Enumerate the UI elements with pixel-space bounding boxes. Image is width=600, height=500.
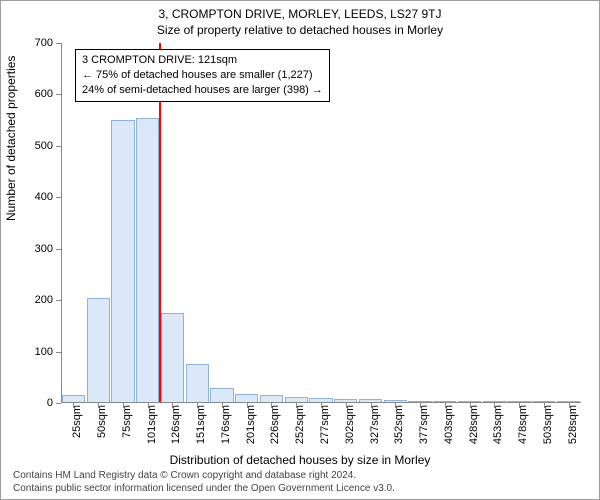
x-tick-label: 478sqm bbox=[517, 405, 529, 444]
y-tick-label: 700 bbox=[35, 37, 61, 49]
footer-line-2: Contains public sector information licen… bbox=[13, 483, 395, 496]
histogram-bar bbox=[161, 313, 184, 403]
y-tick-label: 400 bbox=[35, 191, 61, 203]
x-tick-label: 126sqm bbox=[170, 405, 182, 444]
x-tick-label: 75sqm bbox=[121, 405, 133, 438]
histogram-bar bbox=[111, 120, 134, 403]
x-axis-line bbox=[61, 402, 581, 403]
histogram-bar bbox=[186, 364, 209, 403]
x-tick-label: 352sqm bbox=[393, 405, 405, 444]
footer-line-1: Contains HM Land Registry data © Crown c… bbox=[13, 470, 395, 483]
x-tick-label: 226sqm bbox=[269, 405, 281, 444]
histogram-bar bbox=[87, 298, 110, 403]
info-box: 3 CROMPTON DRIVE: 121sqm ← 75% of detach… bbox=[75, 49, 330, 102]
x-tick-label: 151sqm bbox=[195, 405, 207, 444]
y-tick-label: 600 bbox=[35, 88, 61, 100]
x-tick-label: 327sqm bbox=[369, 405, 381, 444]
y-tick-label: 200 bbox=[35, 294, 61, 306]
x-tick-label: 176sqm bbox=[220, 405, 232, 444]
x-tick-label: 503sqm bbox=[542, 405, 554, 444]
histogram-bar bbox=[136, 118, 159, 403]
x-tick-label: 101sqm bbox=[146, 405, 158, 444]
x-tick-label: 428sqm bbox=[468, 405, 480, 444]
y-tick-label: 100 bbox=[35, 346, 61, 358]
y-tick-label: 0 bbox=[47, 397, 61, 409]
y-tick-label: 300 bbox=[35, 243, 61, 255]
x-tick-label: 25sqm bbox=[71, 405, 83, 438]
info-line-1: 3 CROMPTON DRIVE: 121sqm bbox=[82, 53, 323, 68]
x-tick-label: 302sqm bbox=[344, 405, 356, 444]
chart-title: 3, CROMPTON DRIVE, MORLEY, LEEDS, LS27 9… bbox=[1, 7, 599, 21]
x-tick-label: 528sqm bbox=[567, 405, 579, 444]
x-tick-label: 377sqm bbox=[418, 405, 430, 444]
histogram-bar bbox=[210, 388, 233, 403]
info-line-2: ← 75% of detached houses are smaller (1,… bbox=[82, 68, 323, 83]
x-tick-label: 403sqm bbox=[443, 405, 455, 444]
y-tick-label: 500 bbox=[35, 140, 61, 152]
chart-subtitle: Size of property relative to detached ho… bbox=[1, 23, 599, 37]
x-tick-label: 453sqm bbox=[492, 405, 504, 444]
x-axis-title: Distribution of detached houses by size … bbox=[1, 453, 599, 467]
y-axis-line bbox=[61, 43, 62, 403]
footer: Contains HM Land Registry data © Crown c… bbox=[13, 470, 395, 495]
info-line-3: 24% of semi-detached houses are larger (… bbox=[82, 83, 323, 98]
chart-container: 3, CROMPTON DRIVE, MORLEY, LEEDS, LS27 9… bbox=[0, 0, 600, 500]
x-tick-label: 277sqm bbox=[319, 405, 331, 444]
x-tick-label: 50sqm bbox=[96, 405, 108, 438]
x-tick-label: 252sqm bbox=[294, 405, 306, 444]
x-tick-label: 201sqm bbox=[245, 405, 257, 444]
y-axis-title: Number of detached properties bbox=[4, 56, 18, 221]
